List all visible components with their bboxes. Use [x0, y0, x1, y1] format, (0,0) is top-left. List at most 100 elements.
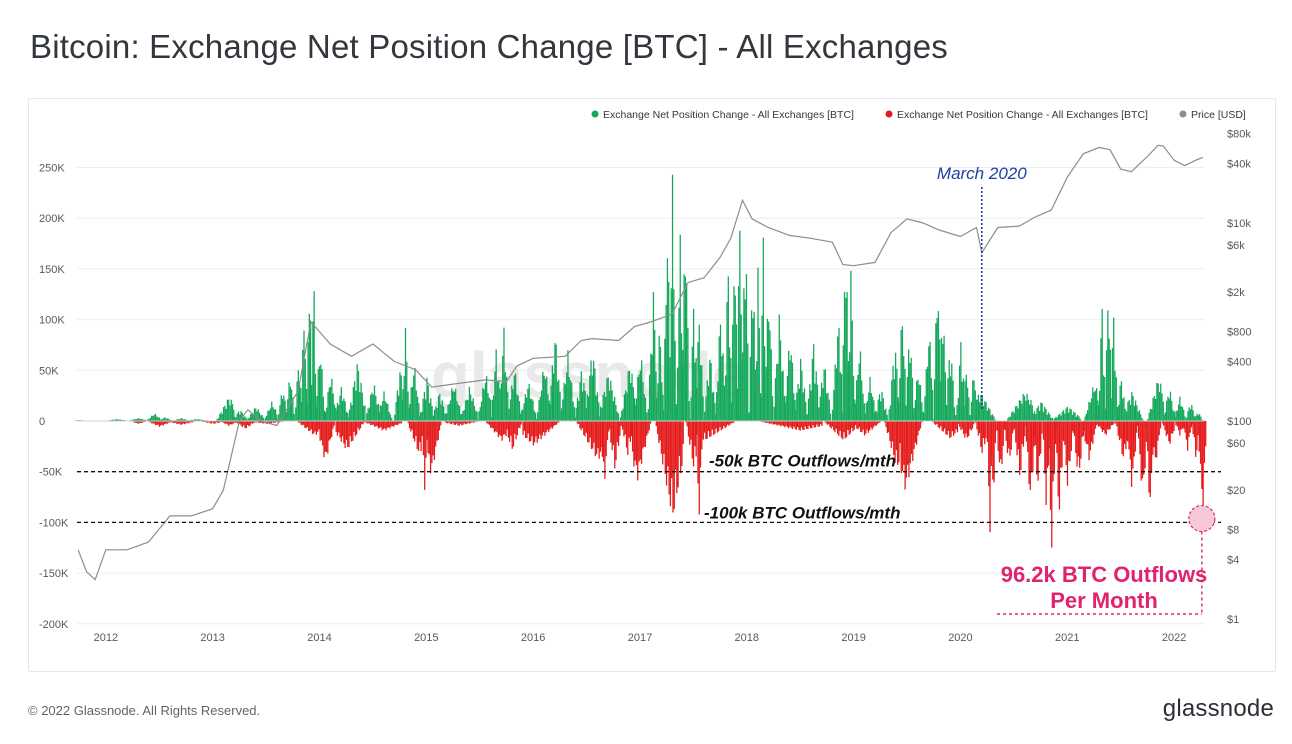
outflow-bar [1143, 421, 1145, 475]
outflow-bar [655, 421, 657, 427]
outflow-bar [1205, 421, 1207, 447]
inflow-bar [1181, 407, 1184, 421]
outflow-bar [1133, 421, 1135, 457]
inflow-bar [988, 407, 990, 421]
inflow-bar [568, 377, 570, 421]
inflow-bar [551, 365, 554, 421]
outflow-bar [633, 421, 635, 467]
outflow-bar [550, 421, 552, 428]
inflow-bar [728, 347, 731, 421]
inflow-bar [1152, 397, 1154, 421]
inflow-bar [796, 392, 798, 421]
inflow-bar [1070, 409, 1072, 421]
inflow-bar [782, 370, 784, 421]
inflow-bar [781, 371, 783, 421]
outflow-bar [884, 421, 886, 423]
inflow-bar [525, 397, 528, 421]
inflow-bar [1087, 410, 1089, 421]
inflow-bar [1062, 410, 1065, 421]
inflow-bar [1094, 390, 1097, 421]
inflow-bar [265, 415, 268, 421]
outflow-bar [396, 421, 399, 426]
outflow-bar [1201, 421, 1203, 489]
outflow-bar [514, 421, 516, 434]
outflow-bar [270, 421, 273, 424]
outflow-bar [532, 421, 534, 446]
price-tick-label: $4 [1227, 554, 1239, 566]
outflow-bar [1025, 421, 1028, 442]
inflow-bar [370, 394, 372, 421]
inflow-bar [1147, 418, 1149, 421]
outflow-bar [885, 421, 887, 428]
outflow-bar [176, 421, 178, 424]
outflow-bar [691, 421, 693, 459]
legend-marker [885, 110, 893, 118]
outflow-bar [839, 421, 841, 431]
inflow-bar [917, 379, 919, 421]
outflow-bar [980, 421, 982, 447]
outflow-bar [1028, 421, 1030, 485]
page-title: Bitcoin: Exchange Net Position Change [B… [30, 28, 948, 65]
inflow-bar [665, 305, 667, 421]
outflow-bar [1193, 421, 1196, 438]
inflow-bar [196, 419, 198, 421]
inflow-bar [958, 365, 961, 421]
inflow-bar [1129, 404, 1132, 421]
outflow-bar [583, 421, 585, 436]
inflow-bar [1096, 388, 1098, 421]
inflow-bar [1200, 416, 1202, 421]
outflow-bar [333, 421, 335, 426]
outflow-bar [191, 421, 194, 423]
inflow-bar [1107, 310, 1109, 421]
outflow-bar [584, 421, 586, 437]
inflow-bar [826, 393, 828, 421]
outflow-bar [1173, 421, 1175, 431]
outflow-bar [250, 421, 253, 424]
outflow-bar [452, 421, 454, 424]
glassnode-logo[interactable]: glassnode [1162, 695, 1274, 722]
inflow-bar [923, 412, 925, 421]
outflow-bar [907, 421, 909, 465]
outflow-bar [338, 421, 340, 433]
outflow-bar [471, 421, 473, 423]
inflow-bar [594, 368, 596, 421]
inflow-bar [956, 405, 958, 421]
inflow-bar [549, 404, 551, 421]
inflow-bar [546, 376, 548, 421]
inflow-bar [141, 418, 143, 421]
inflow-bar [567, 350, 569, 421]
inflow-bar [195, 419, 197, 421]
inflow-bar [1008, 416, 1010, 421]
inflow-bar [1076, 414, 1079, 421]
inflow-bar [671, 174, 674, 421]
inflow-bar [869, 376, 871, 421]
outflow-bar [836, 421, 839, 434]
inflow-bar [932, 389, 934, 421]
outflow-bar [728, 421, 730, 426]
outflow-bar [1001, 421, 1003, 465]
outflow-bar [858, 421, 861, 428]
outflow-bar [597, 421, 599, 449]
outflow-bar [416, 421, 418, 450]
inflow-bar [479, 407, 481, 421]
y-tick-label: 250K [39, 163, 65, 175]
y-tick-label: 150K [39, 264, 65, 276]
outflow-bar [779, 421, 781, 426]
inflow-bar [278, 414, 280, 421]
outflow-bar [507, 421, 509, 438]
inflow-bar [489, 399, 492, 421]
outflow-bar [308, 421, 310, 431]
outflow-bar [594, 421, 596, 457]
outflow-bar [879, 421, 881, 423]
inflow-bar [616, 411, 618, 421]
inflow-bar [1131, 392, 1133, 421]
outflow-bar [1060, 421, 1062, 468]
inflow-bar [903, 356, 905, 421]
inflow-bar [829, 413, 832, 421]
inflow-bar [564, 384, 567, 421]
inflow-bar [648, 374, 651, 421]
outflow-bar [608, 421, 610, 432]
inflow-bar [276, 414, 278, 421]
inflow-bar [502, 355, 504, 421]
inflow-bar [634, 404, 636, 421]
